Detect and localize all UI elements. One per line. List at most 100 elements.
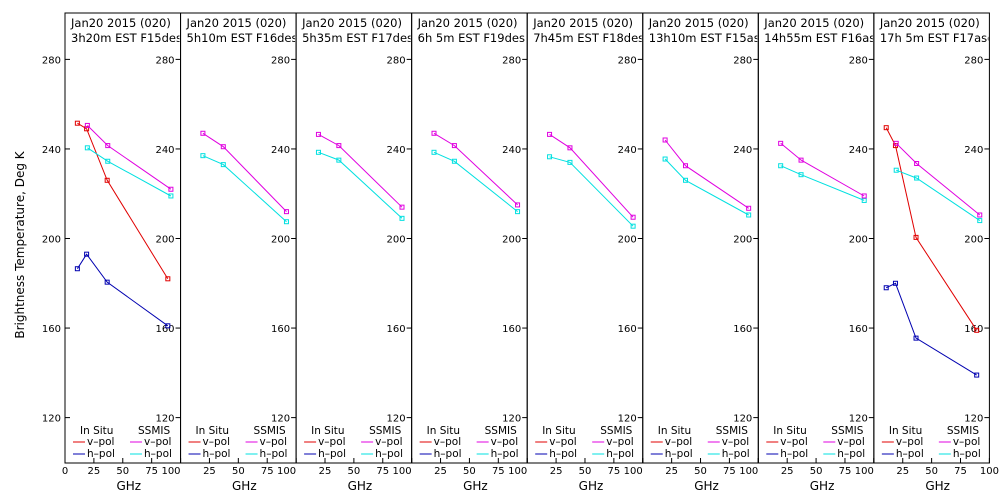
legend-insitu-hpol-label: h–pol <box>780 448 808 460</box>
series-ssmis-vpol-point <box>630 214 636 220</box>
series-ssmis-hpol-point <box>105 158 111 164</box>
series-ssmis-hpol-line <box>202 155 287 223</box>
x-tick-label: 100 <box>277 466 296 477</box>
x-tick-label: 50 <box>694 466 707 477</box>
series-insitu-hpol-point <box>913 335 919 341</box>
y-tick-label: 240 <box>618 145 637 156</box>
y-tick-label-left: 160 <box>42 324 61 335</box>
panel-6: Jan20 2015 (020)13h10m EST F15asc 120 160 2… <box>642 12 766 493</box>
series-ssmis-hpol-point <box>220 162 226 168</box>
series-ssmis-hpol-point <box>336 157 342 163</box>
y-tick-label: 240 <box>733 145 752 156</box>
legend-ssmis-vpol-label: v–pol <box>260 436 287 448</box>
y-tick-label: 200 <box>964 235 983 246</box>
series-ssmis-hpol-point <box>567 159 573 165</box>
x-tick-label: 25 <box>203 466 216 477</box>
y-tick-label: 160 <box>849 324 868 335</box>
legend-ssmis-hpol-label: h–pol <box>953 448 981 460</box>
panel-title-date: Jan20 2015 (020) <box>879 16 980 30</box>
panel-title-time: 17h 5m EST F17asc <box>880 31 994 45</box>
series-ssmis-vpol-point <box>105 143 111 149</box>
y-tick-label: 120 <box>618 414 637 425</box>
x-tick-label: 25 <box>781 466 794 477</box>
series-ssmis-vpol-point <box>84 122 90 128</box>
y-tick-label: 160 <box>155 324 174 335</box>
series-ssmis-vpol-point <box>893 140 899 146</box>
legend-insitu-hpol-label: h–pol <box>896 448 924 460</box>
x-tick-label: 75 <box>261 466 274 477</box>
panel-4: Jan20 2015 (020)6h 5m EST F19des 120 160 20… <box>411 12 528 493</box>
series-insitu-hpol-point <box>74 266 80 272</box>
panel-8: Jan20 2015 (020)17h 5m EST F17asc 120 160 2… <box>873 12 999 493</box>
series-ssmis-hpol-point <box>168 193 174 199</box>
y-tick-label: 280 <box>618 55 637 66</box>
legend-ssmis-hpol-label: h–pol <box>375 448 403 460</box>
legend-insitu-vpol-label: v–pol <box>318 436 345 448</box>
series-ssmis-hpol-line <box>664 158 749 216</box>
series-ssmis-hpol-line <box>87 147 172 197</box>
series-ssmis-vpol-point <box>977 212 983 218</box>
x-tick-label: 25 <box>665 466 678 477</box>
series-ssmis-hpol-point <box>315 149 321 155</box>
series-ssmis-vpol-point <box>220 144 226 150</box>
y-axis-label: Brightness Temperature, Deg K <box>13 150 27 338</box>
y-tick-label: 240 <box>964 145 983 156</box>
legend-ssmis-vpol-label: v–pol <box>953 436 980 448</box>
x-tick-label: 75 <box>839 466 852 477</box>
y-tick-label: 160 <box>387 324 406 335</box>
legend-insitu-hpol-label: h–pol <box>87 448 115 460</box>
series-ssmis-vpol-point <box>451 143 457 149</box>
y-tick-label-left: 280 <box>42 55 61 66</box>
series-ssmis-hpol-line <box>433 151 518 212</box>
legend-ssmis-header: SSMIS <box>716 425 748 437</box>
y-tick-label: 240 <box>155 145 174 156</box>
panel-title: Jan20 2015 (020)3h20m EST F15des <box>70 16 180 45</box>
panel-title-time: 13h10m EST F15asc <box>649 31 766 45</box>
legend-ssmis-header: SSMIS <box>254 425 286 437</box>
panel-title-time: 5h35m EST F17des <box>302 31 413 45</box>
y-tick-label: 120 <box>849 414 868 425</box>
series-ssmis-hpol-point <box>84 145 90 151</box>
y-tick-label: 280 <box>155 55 174 66</box>
x-tick-label: 50 <box>925 466 938 477</box>
legend-insitu-vpol-label: v–pol <box>434 436 461 448</box>
legend-insitu-hpol-label: h–pol <box>434 448 462 460</box>
panel-title-date: Jan20 2015 (020) <box>763 16 864 30</box>
x-tick-label: 100 <box>393 466 412 477</box>
y-tick-label: 200 <box>271 235 290 246</box>
legend-ssmis-header: SSMIS <box>600 425 632 437</box>
panel-title-date: Jan20 2015 (020) <box>70 16 171 30</box>
legend-insitu-header: In Situ <box>773 425 806 437</box>
series-ssmis-hpol-point <box>283 219 289 225</box>
series-ssmis-hpol-point <box>399 215 405 221</box>
y-tick-label: 280 <box>387 55 406 66</box>
series-insitu-vpol-point <box>913 234 919 240</box>
legend-ssmis-vpol-label: v–pol <box>837 436 864 448</box>
series-ssmis-vpol-line <box>433 132 518 206</box>
x-tick-label: 25 <box>550 466 563 477</box>
series-ssmis-vpol-point <box>315 131 321 137</box>
y-tick-label: 240 <box>387 145 406 156</box>
series-ssmis-hpol-point <box>431 149 437 155</box>
series-insitu-vpol-point <box>883 125 889 131</box>
series-ssmis-vpol-point <box>798 157 804 163</box>
panel-title: Jan20 2015 (020)5h35m EST F17des <box>301 16 413 45</box>
legend-insitu-vpol-label: v–pol <box>780 436 807 448</box>
series-ssmis-vpol-point <box>662 137 668 143</box>
x-tick-label: 100 <box>980 466 999 477</box>
panel-7: Jan20 2015 (020)14h55m EST F16asc 120 160 2… <box>757 12 875 493</box>
panel-title-date: Jan20 2015 (020) <box>648 16 749 30</box>
series-ssmis-vpol-point <box>778 140 784 146</box>
series-ssmis-hpol-point <box>630 223 636 229</box>
y-tick-label: 280 <box>502 55 521 66</box>
series-ssmis-vpol-point <box>283 209 289 215</box>
legend-ssmis-header: SSMIS <box>369 425 401 437</box>
y-tick-label: 200 <box>502 235 521 246</box>
legend-ssmis-hpol-label: h–pol <box>837 448 865 460</box>
legend-insitu-header: In Situ <box>311 425 344 437</box>
series-ssmis-vpol-line <box>318 133 403 208</box>
